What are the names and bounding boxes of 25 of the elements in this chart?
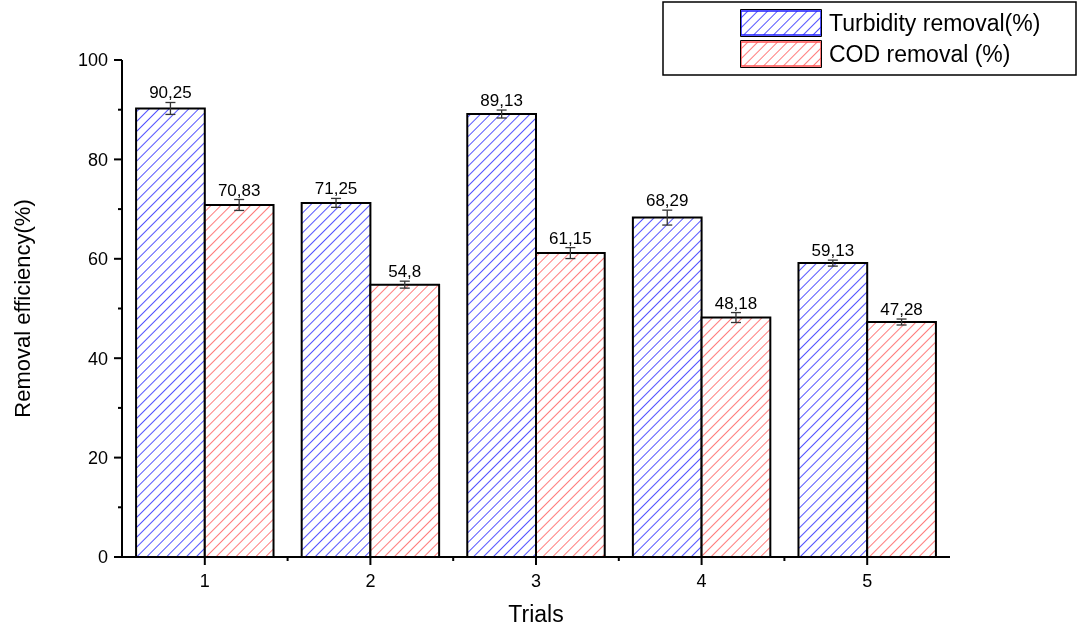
- data-label: 54,8: [388, 262, 422, 282]
- data-label: 70,83: [217, 180, 261, 200]
- x-tick-label: 2: [365, 571, 376, 591]
- y-tick-label: 60: [87, 249, 108, 270]
- data-label: 71,25: [314, 179, 358, 199]
- data-label: 89,13: [480, 91, 523, 111]
- x-tick-label: 3: [530, 571, 542, 591]
- legend-label: COD removal (%): [829, 41, 1011, 68]
- x-tick-label: 1: [199, 571, 210, 591]
- y-tick-label: 40: [87, 348, 108, 369]
- y-tick-label: 100: [77, 50, 108, 71]
- legend-label: Turbidity removal(%): [829, 10, 1041, 37]
- y-tick-label: 0: [97, 547, 108, 568]
- y-tick-label: 20: [87, 447, 108, 468]
- y-tick-label: 80: [87, 149, 108, 170]
- data-label: 47,28: [880, 300, 923, 320]
- x-tick-label: 4: [696, 571, 707, 591]
- data-label: 68,29: [645, 191, 689, 211]
- data-label: 48,18: [714, 293, 758, 313]
- data-label: 59,13: [811, 241, 855, 261]
- x-tick-label: 5: [862, 571, 873, 591]
- data-label: 61,15: [549, 228, 592, 248]
- x-axis-title: Trials: [508, 601, 564, 627]
- data-label: 90,25: [149, 83, 192, 103]
- y-axis-title: Removal efficiency(%): [10, 199, 35, 418]
